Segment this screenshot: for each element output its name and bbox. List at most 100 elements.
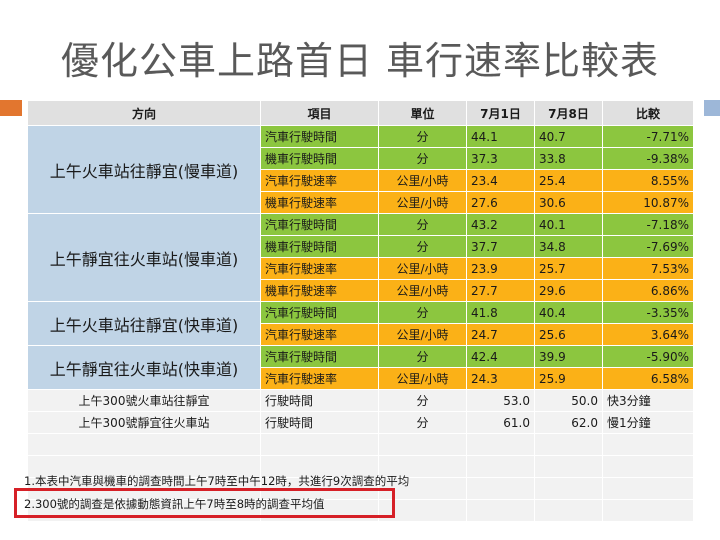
unit-cell: 分 [378, 389, 467, 412]
unit-cell: 分 [378, 125, 467, 148]
blank-row [27, 455, 694, 478]
item-cell: 機車行駛速率 [260, 279, 379, 302]
value-cell-d1: 37.7 [466, 235, 535, 258]
item-cell: 行駛時間 [260, 389, 379, 412]
item-cell: 汽車行駛速率 [260, 367, 379, 390]
item-cell: 汽車行駛速率 [260, 257, 379, 280]
page-title: 優化公車上路首日 車行速率比較表 [60, 39, 660, 83]
compare-cell: 6.58% [602, 367, 694, 390]
unit-cell: 公里/小時 [378, 279, 467, 302]
value-cell-d1: 53.0 [466, 389, 535, 412]
direction-cell: 上午火車站往靜宜(慢車道) [27, 125, 261, 214]
blank-row [27, 433, 694, 456]
accent-bar-left [0, 100, 22, 116]
compare-cell: -7.18% [602, 213, 694, 236]
value-cell-d2: 50.0 [534, 389, 603, 412]
header-date-2: 7月8日 [534, 100, 603, 126]
footnote-2: 2.300號的調查是依據動態資訊上午7時至8時的調查平均值 [24, 497, 325, 511]
value-cell-d1: 61.0 [466, 411, 535, 434]
compare-cell: 快3分鐘 [602, 389, 694, 412]
table-row: 汽車行駛速率 公里/小時 24.7 25.6 3.64% [28, 323, 694, 346]
item-cell: 汽車行駛時間 [260, 301, 379, 324]
compare-cell: 慢1分鐘 [602, 411, 694, 434]
table-row: 上午火車站往靜宜(慢車道) 汽車行駛時間 分 44.1 40.7 -7.71% [27, 125, 694, 214]
compare-cell: 3.64% [602, 323, 694, 346]
value-cell-d2: 25.6 [534, 323, 603, 346]
value-cell-d1: 23.9 [466, 257, 535, 280]
unit-cell: 分 [378, 147, 467, 170]
value-cell-d2: 62.0 [534, 411, 603, 434]
compare-cell: -3.35% [602, 301, 694, 324]
value-cell-d1: 42.4 [466, 345, 535, 368]
table-row: 上午靜宜往火車站(快車道) 汽車行駛時間 分 42.4 39.9 -5.90% [27, 345, 694, 390]
table-row: 機車行駛時間 分 37.7 34.8 -7.69% [28, 235, 694, 258]
speed-comparison-table: 方向 項目 單位 7月1日 7月8日 比較 上午火車站往靜宜(慢車道) 汽車行駛… [27, 100, 694, 522]
value-cell-d2: 40.4 [534, 301, 603, 324]
item-cell: 機車行駛速率 [260, 191, 379, 214]
unit-cell: 公里/小時 [378, 191, 467, 214]
item-cell: 機車行駛時間 [260, 147, 379, 170]
table-row: 機車行駛時間 分 37.3 33.8 -9.38% [28, 147, 694, 170]
value-cell-d2: 39.9 [534, 345, 603, 368]
value-cell-d1: 24.3 [466, 367, 535, 390]
value-cell-d2: 30.6 [534, 191, 603, 214]
compare-cell: -7.69% [602, 235, 694, 258]
value-cell-d2: 33.8 [534, 147, 603, 170]
value-cell-d2: 40.7 [534, 125, 603, 148]
item-cell: 汽車行駛速率 [260, 169, 379, 192]
value-cell-d1: 43.2 [466, 213, 535, 236]
item-cell: 汽車行駛時間 [260, 345, 379, 368]
item-cell: 機車行駛時間 [260, 235, 379, 258]
header-date-1: 7月1日 [466, 100, 535, 126]
header-compare: 比較 [602, 100, 694, 126]
value-cell-d1: 27.6 [466, 191, 535, 214]
compare-cell: -5.90% [602, 345, 694, 368]
table-row: 上午靜宜往火車站(慢車道) 汽車行駛時間 分 43.2 40.1 -7.18% [27, 213, 694, 302]
value-cell-d1: 37.3 [466, 147, 535, 170]
item-cell: 汽車行駛時間 [260, 125, 379, 148]
value-cell-d2: 40.1 [534, 213, 603, 236]
table-row: 汽車行駛速率 公里/小時 23.9 25.7 7.53% [28, 257, 694, 280]
value-cell-d2: 34.8 [534, 235, 603, 258]
header-item: 項目 [260, 100, 379, 126]
unit-cell: 分 [378, 411, 467, 434]
table-row: 機車行駛速率 公里/小時 27.7 29.6 6.86% [28, 279, 694, 302]
value-cell-d1: 27.7 [466, 279, 535, 302]
direction-cell: 上午靜宜往火車站(慢車道) [27, 213, 261, 302]
compare-cell: -9.38% [602, 147, 694, 170]
table-header-row: 方向 項目 單位 7月1日 7月8日 比較 [27, 100, 694, 126]
item-cell: 汽車行駛時間 [260, 213, 379, 236]
compare-cell: -7.71% [602, 125, 694, 148]
footnote-1: 1.本表中汽車與機車的調查時間上午7時至中午12時，共進行9次調查的平均 [24, 474, 410, 488]
unit-cell: 公里/小時 [378, 257, 467, 280]
unit-cell: 公里/小時 [378, 323, 467, 346]
value-cell-d2: 25.7 [534, 257, 603, 280]
value-cell-d1: 24.7 [466, 323, 535, 346]
value-cell-d1: 41.8 [466, 301, 535, 324]
header-direction: 方向 [27, 100, 261, 126]
item-cell: 汽車行駛速率 [260, 323, 379, 346]
value-cell-d1: 23.4 [466, 169, 535, 192]
value-cell-d2: 29.6 [534, 279, 603, 302]
direction-cell: 上午火車站往靜宜(快車道) [27, 301, 261, 346]
compare-cell: 10.87% [602, 191, 694, 214]
compare-cell: 8.55% [602, 169, 694, 192]
value-cell-d1: 44.1 [466, 125, 535, 148]
item-cell: 行駛時間 [260, 411, 379, 434]
unit-cell: 分 [378, 345, 467, 368]
table-row: 上午300號靜宜往火車站 行駛時間 分 61.0 62.0 慢1分鐘 [27, 411, 694, 434]
compare-cell: 6.86% [602, 279, 694, 302]
value-cell-d2: 25.4 [534, 169, 603, 192]
table-row: 機車行駛速率 公里/小時 27.6 30.6 10.87% [28, 191, 694, 214]
unit-cell: 公里/小時 [378, 367, 467, 390]
table-row: 上午300號火車站往靜宜 行駛時間 分 53.0 50.0 快3分鐘 [27, 389, 694, 412]
header-unit: 單位 [378, 100, 467, 126]
unit-cell: 分 [378, 213, 467, 236]
table-row: 汽車行駛速率 公里/小時 24.3 25.9 6.58% [28, 367, 694, 390]
value-cell-d2: 25.9 [534, 367, 603, 390]
compare-cell: 7.53% [602, 257, 694, 280]
direction-cell: 上午靜宜往火車站(快車道) [27, 345, 261, 390]
direction-cell: 上午300號靜宜往火車站 [27, 411, 261, 434]
unit-cell: 公里/小時 [378, 169, 467, 192]
footnote-2-highlight-box [14, 488, 395, 518]
